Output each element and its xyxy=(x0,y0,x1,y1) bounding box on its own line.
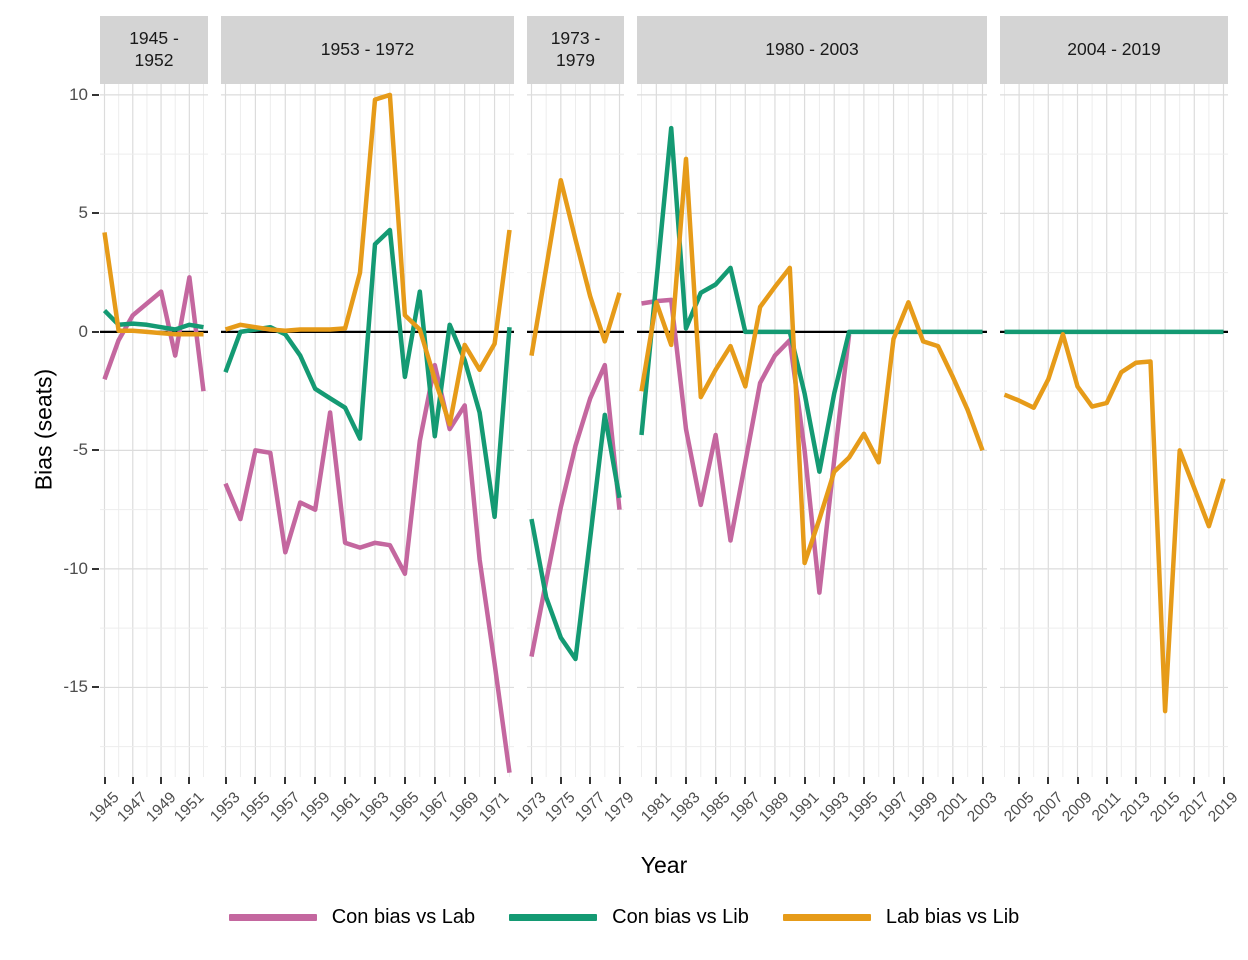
facet-strip: 1945 - 1952 xyxy=(100,16,208,84)
x-tick-mark xyxy=(1164,777,1167,784)
x-tick-mark xyxy=(981,777,984,784)
y-tick-label: 0 xyxy=(78,321,88,341)
y-tick-mark xyxy=(92,330,99,333)
facet-strip-label: 1980 - 2003 xyxy=(765,39,859,60)
x-tick-mark xyxy=(589,777,592,784)
x-tick-mark xyxy=(655,777,658,784)
x-tick-mark xyxy=(618,777,621,784)
facet-strip: 1973 - 1979 xyxy=(527,16,624,84)
x-tick-mark xyxy=(862,777,865,784)
x-tick-mark xyxy=(922,777,925,784)
x-tick-mark xyxy=(433,777,436,784)
x-tick-mark xyxy=(493,777,496,784)
series-line-con-bias-vs-lab xyxy=(641,297,852,595)
series-line-lab-bias-vs-lib xyxy=(102,232,204,337)
legend-swatch-con-bias-vs-lab xyxy=(228,913,317,921)
y-tick-mark xyxy=(92,212,99,215)
y-tick-label: 10 xyxy=(69,84,88,104)
y-tick-label: 5 xyxy=(78,203,88,223)
facet-plot xyxy=(527,84,624,777)
facet-plot xyxy=(221,84,514,777)
x-tick-mark xyxy=(1076,777,1079,784)
facet-strip: 2004 - 2019 xyxy=(1000,16,1228,84)
x-tick-mark xyxy=(892,777,895,784)
y-tick-mark xyxy=(92,449,99,452)
y-tick-label: -5 xyxy=(72,440,88,460)
series-line-con-bias-vs-lib xyxy=(102,309,204,332)
facet-strip: 1953 - 1972 xyxy=(221,16,514,84)
x-axis-title: Year xyxy=(640,852,688,878)
y-tick-mark xyxy=(92,93,99,96)
x-tick-mark xyxy=(530,777,533,784)
facet-plot xyxy=(637,84,987,777)
x-tick-mark xyxy=(714,777,717,784)
x-tick-mark xyxy=(254,777,257,784)
x-tick-mark xyxy=(403,777,406,784)
x-tick-mark xyxy=(1134,777,1137,784)
x-tick-mark xyxy=(1222,777,1225,784)
facet-plot xyxy=(100,84,208,777)
series-line-lab-bias-vs-lib xyxy=(1003,332,1226,714)
x-tick-mark xyxy=(1193,777,1196,784)
x-tick-mark xyxy=(744,777,747,784)
x-tick-mark xyxy=(188,777,191,784)
facet-strip: 1980 - 2003 xyxy=(637,16,987,84)
series-line-con-bias-vs-lib xyxy=(529,412,622,662)
facet-strip-label: 1945 - 1952 xyxy=(129,28,179,70)
legend: Con bias vs Lab Con bias vs Lib Lab bias v… xyxy=(0,897,1248,937)
legend-swatch-lab-bias-vs-lib xyxy=(782,913,871,921)
x-tick-mark xyxy=(1047,777,1050,784)
legend-label: Con bias vs Lab xyxy=(331,905,476,928)
y-axis-title: Bias (seats) xyxy=(30,368,57,491)
legend-item: Con bias vs Lib xyxy=(509,906,749,929)
y-tick-mark xyxy=(92,686,99,689)
x-tick-mark xyxy=(314,777,317,784)
x-tick-mark xyxy=(951,777,954,784)
x-tick-mark xyxy=(803,777,806,784)
x-tick-mark xyxy=(103,777,106,784)
y-tick-label: -10 xyxy=(63,558,88,578)
x-tick-mark xyxy=(160,777,163,784)
series-line-con-bias-vs-lab xyxy=(102,275,206,392)
x-tick-mark xyxy=(773,777,776,784)
series-line-con-bias-vs-lab xyxy=(223,362,512,774)
x-tick-mark xyxy=(344,777,347,784)
x-tick-mark xyxy=(373,777,376,784)
legend-swatch-con-bias-vs-lib xyxy=(509,913,598,921)
y-tick-label: -15 xyxy=(63,677,88,697)
x-tick-mark xyxy=(1018,777,1021,784)
x-tick-mark xyxy=(1105,777,1108,784)
x-tick-mark xyxy=(131,777,134,784)
legend-item: Con bias vs Lab xyxy=(228,905,476,929)
x-tick-mark xyxy=(684,777,687,784)
series-line-con-bias-vs-lib xyxy=(639,125,983,474)
x-tick-mark xyxy=(284,777,287,784)
series-line-con-bias-vs-lab xyxy=(529,362,622,658)
x-tick-mark xyxy=(559,777,562,784)
series-line-lab-bias-vs-lib xyxy=(639,156,985,566)
facet-strip-label: 2004 - 2019 xyxy=(1067,39,1161,60)
y-tick-mark xyxy=(92,567,99,570)
facet-plot xyxy=(1000,84,1228,777)
series-line-lab-bias-vs-lib xyxy=(529,177,622,356)
x-tick-mark xyxy=(463,777,466,784)
series-line-lab-bias-vs-lib xyxy=(224,92,512,427)
legend-label: Con bias vs Lib xyxy=(612,905,749,928)
legend-label: Lab bias vs Lib xyxy=(885,905,1020,928)
x-tick-mark xyxy=(833,777,836,784)
facet-strip-label: 1973 - 1979 xyxy=(550,28,601,70)
legend-item: Lab bias vs Lib xyxy=(782,905,1020,929)
facet-strip-label: 1953 - 1972 xyxy=(320,39,415,60)
x-tick-mark xyxy=(224,777,227,784)
